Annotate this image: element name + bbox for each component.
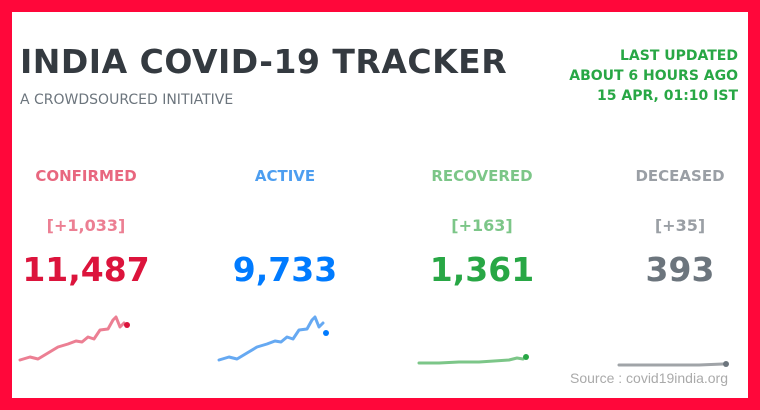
confirmed-value: 11,487: [22, 250, 150, 289]
last-updated-relative: ABOUT 6 HOURS AGO: [569, 68, 738, 84]
active-sparkline: [217, 315, 329, 362]
deceased-label: DECEASED: [635, 167, 725, 185]
confirmed-sparkline: [18, 315, 130, 362]
subtitle: A CROWDSOURCED INITIATIVE: [20, 92, 234, 108]
last-updated-label: LAST UPDATED: [620, 48, 738, 64]
deceased-delta: [+35]: [654, 216, 706, 235]
recovered-sparkline: [417, 354, 529, 365]
active-label: ACTIVE: [254, 167, 316, 185]
confirmed-delta: [+1,033]: [46, 216, 126, 235]
deceased-sparkline: [617, 361, 729, 367]
confirmed-label: CONFIRMED: [35, 167, 137, 185]
last-updated-timestamp: 15 APR, 01:10 IST: [597, 88, 738, 104]
deceased-value: 393: [645, 250, 715, 289]
active-value: 9,733: [232, 250, 338, 289]
source: Source : covid19india.org: [570, 370, 728, 386]
recovered-delta: [+163]: [451, 216, 513, 235]
recovered-label: RECOVERED: [431, 167, 533, 185]
recovered-value: 1,361: [429, 250, 535, 289]
title: INDIA COVID-19 TRACKER: [20, 42, 508, 81]
